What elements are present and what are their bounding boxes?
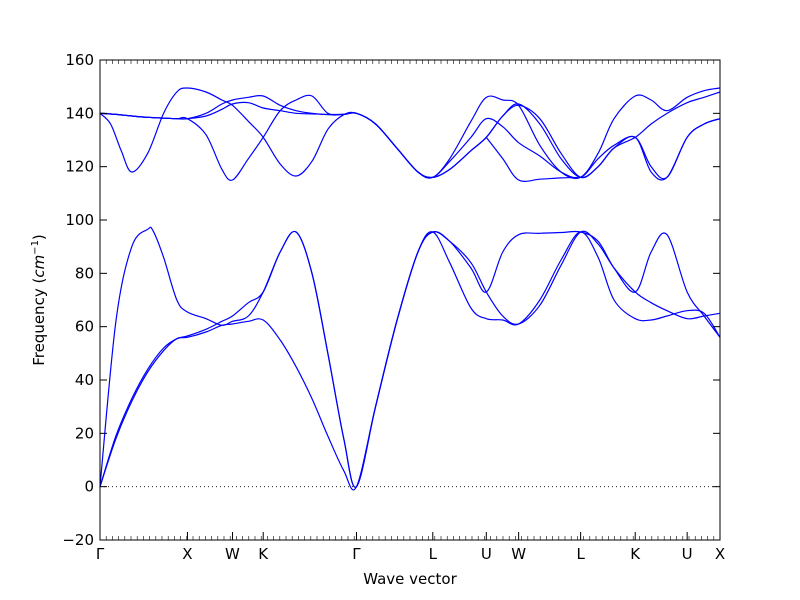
y-axis-label: Frequency (cm−1) xyxy=(30,234,48,366)
y-tick-label: 80 xyxy=(75,264,94,282)
band-line-2 xyxy=(99,230,721,488)
x-tick-label: W xyxy=(511,545,526,563)
x-tick-label: Γ xyxy=(96,545,105,563)
bands-layer xyxy=(99,87,721,491)
x-tick-label: X xyxy=(182,545,192,563)
band-line-7 xyxy=(99,91,721,179)
band-line-4 xyxy=(99,94,721,180)
y-tick-label: 60 xyxy=(75,318,94,336)
x-tick-label: U xyxy=(481,545,492,563)
x-tick-label: W xyxy=(225,545,240,563)
x-tick-label: L xyxy=(429,545,438,563)
x-tick-label: U xyxy=(682,545,693,563)
y-axis-ticks: −20 0 20 40 60 80 100 120 140 160 xyxy=(62,51,720,549)
plot-frame xyxy=(99,59,721,541)
x-axis-label: Wave vector xyxy=(363,570,457,588)
x-tick-label: L xyxy=(576,545,585,563)
band-line-1 xyxy=(99,230,721,491)
y-tick-label: 20 xyxy=(75,424,94,442)
y-tick-label: 40 xyxy=(75,371,94,389)
x-tick-label: X xyxy=(715,545,725,563)
minor-ticks-layer xyxy=(99,60,721,540)
x-tick-label: Γ xyxy=(352,545,361,563)
y-tick-label: −20 xyxy=(62,531,94,549)
y-tick-label: 100 xyxy=(65,211,94,229)
y-tick-label: 140 xyxy=(65,104,94,122)
y-tick-label: 160 xyxy=(65,51,94,69)
y-tick-label: 0 xyxy=(84,478,94,496)
band-line-3 xyxy=(99,226,721,488)
y-tick-label: 120 xyxy=(65,158,94,176)
band-line-6 xyxy=(99,94,721,181)
x-tick-label: K xyxy=(630,545,641,563)
band-line-5 xyxy=(99,87,721,180)
band-line-8 xyxy=(485,136,581,182)
x-tick-label: K xyxy=(258,545,269,563)
